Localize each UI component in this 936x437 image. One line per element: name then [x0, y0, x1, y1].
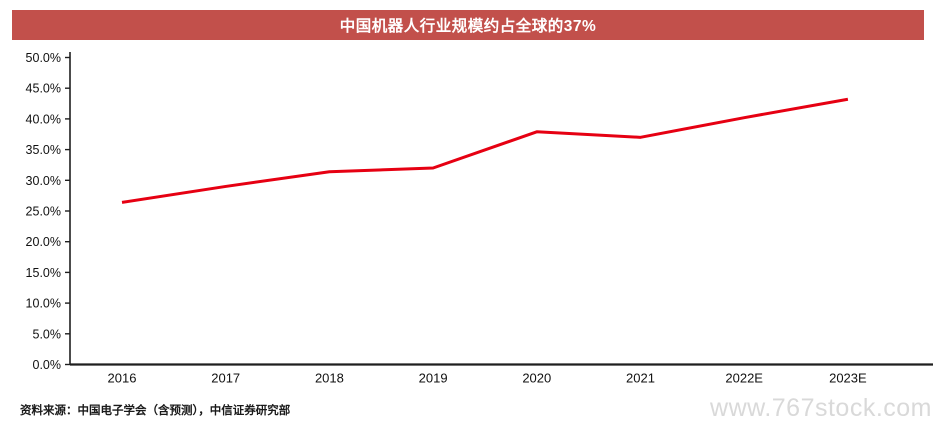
data-series-line	[121, 97, 849, 204]
y-tick-label: 10.0%	[26, 297, 61, 311]
watermark: www.767stock.com	[710, 394, 932, 422]
x-tick-label: 2016	[108, 371, 137, 386]
y-tick-label: 15.0%	[26, 266, 61, 280]
chart-title-bar: 中国机器人行业规模约占全球的37%	[12, 10, 924, 40]
x-tick-label: 2022E	[725, 371, 763, 386]
chart-title: 中国机器人行业规模约占全球的37%	[339, 18, 597, 35]
y-tick-label: 50.0%	[26, 51, 61, 65]
x-tick-label: 2018	[315, 371, 344, 386]
y-tick-label: 45.0%	[26, 82, 61, 96]
x-tick-label: 2017	[211, 371, 240, 386]
y-tick-label: 20.0%	[26, 235, 61, 249]
y-tick-label: 5.0%	[33, 327, 62, 341]
x-tick-label: 2023E	[829, 371, 867, 386]
x-tick-label: 2019	[419, 371, 448, 386]
source-note: 资料来源：中国电子学会（含预测），中信证券研究部	[20, 405, 291, 417]
x-tick-label: 2021	[626, 371, 655, 386]
y-tick-label: 25.0%	[26, 205, 61, 219]
y-tick-label: 40.0%	[26, 112, 61, 126]
y-tick-label: 30.0%	[26, 174, 61, 188]
y-tick-label: 0.0%	[33, 358, 62, 372]
x-tick-label: 2020	[522, 371, 551, 386]
y-tick-label: 35.0%	[26, 143, 61, 157]
